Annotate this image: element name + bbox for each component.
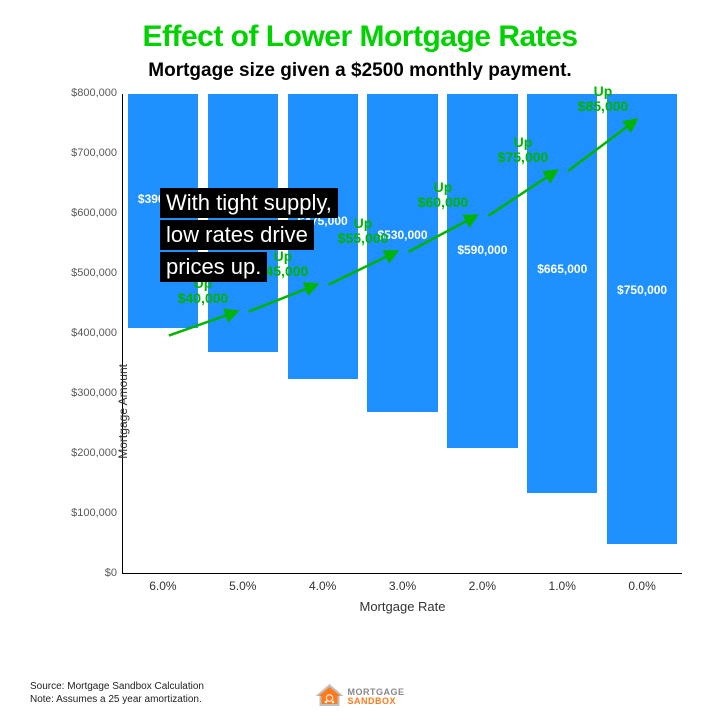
chart-title: Effect of Lower Mortgage Rates xyxy=(30,20,690,54)
x-axis-label: Mortgage Rate xyxy=(360,599,446,614)
bar-column: $665,0001.0% xyxy=(522,94,602,573)
logo-icon xyxy=(316,684,344,710)
bar-column: $475,0004.0% xyxy=(283,94,363,573)
x-tick: 2.0% xyxy=(469,579,496,593)
bar-value-label: $750,000 xyxy=(617,283,667,297)
y-tick: $300,000 xyxy=(71,387,123,399)
chart-subtitle: Mortgage size given a $2500 monthly paym… xyxy=(30,60,690,82)
bar-value-label: $665,000 xyxy=(537,262,587,276)
logo-text: MORTGAGE SANDBOX xyxy=(348,688,405,706)
bars-group: $390,0006.0%$430,0005.0%$475,0004.0%$530… xyxy=(123,94,682,573)
bar: $530,000 xyxy=(367,94,437,412)
bar: $750,000 xyxy=(607,94,677,544)
bar-column: $390,0006.0% xyxy=(123,94,203,573)
x-tick: 4.0% xyxy=(309,579,336,593)
bar-column: $530,0003.0% xyxy=(363,94,443,573)
x-tick: 6.0% xyxy=(149,579,176,593)
bar-column: $430,0005.0% xyxy=(203,94,283,573)
bar-value-label: $590,000 xyxy=(457,243,507,257)
logo-line2: SANDBOX xyxy=(348,697,405,706)
callout-line: low rates drive xyxy=(160,220,314,250)
callout-overlay: With tight supply,low rates driveprices … xyxy=(160,188,338,284)
y-tick: $400,000 xyxy=(71,327,123,339)
callout-line: prices up. xyxy=(160,252,267,282)
y-tick: $500,000 xyxy=(71,267,123,279)
y-tick: $100,000 xyxy=(71,507,123,519)
y-tick: $200,000 xyxy=(71,447,123,459)
y-tick: $0 xyxy=(105,567,123,579)
page-root: Effect of Lower Mortgage Rates Mortgage … xyxy=(0,0,720,720)
delta-annotation: Up$75,000 xyxy=(498,135,549,166)
bar-chart: Mortgage Amount $390,0006.0%$430,0005.0%… xyxy=(30,88,690,624)
plot-area: Mortgage Amount $390,0006.0%$430,0005.0%… xyxy=(122,94,682,574)
x-tick: 5.0% xyxy=(229,579,256,593)
chart-container: Mortgage Amount $390,0006.0%$430,0005.0%… xyxy=(30,88,690,624)
x-tick: 3.0% xyxy=(389,579,416,593)
delta-annotation: Up$55,000 xyxy=(338,216,389,247)
x-tick: 0.0% xyxy=(628,579,655,593)
y-tick: $700,000 xyxy=(71,147,123,159)
bar-column: $590,0002.0% xyxy=(442,94,522,573)
source-line: Source: Mortgage Sandbox Calculation xyxy=(30,680,204,693)
brand-logo: MORTGAGE SANDBOX xyxy=(316,684,405,710)
bar-column: $750,0000.0% xyxy=(602,94,682,573)
x-tick: 1.0% xyxy=(549,579,576,593)
delta-annotation: Up$85,000 xyxy=(578,84,629,115)
y-tick: $800,000 xyxy=(71,87,123,99)
footer-notes: Source: Mortgage Sandbox Calculation Not… xyxy=(30,680,204,706)
y-tick: $600,000 xyxy=(71,207,123,219)
delta-annotation: Up$60,000 xyxy=(418,180,469,211)
callout-line: With tight supply, xyxy=(160,188,338,218)
note-line: Note: Assumes a 25 year amortization. xyxy=(30,693,204,706)
